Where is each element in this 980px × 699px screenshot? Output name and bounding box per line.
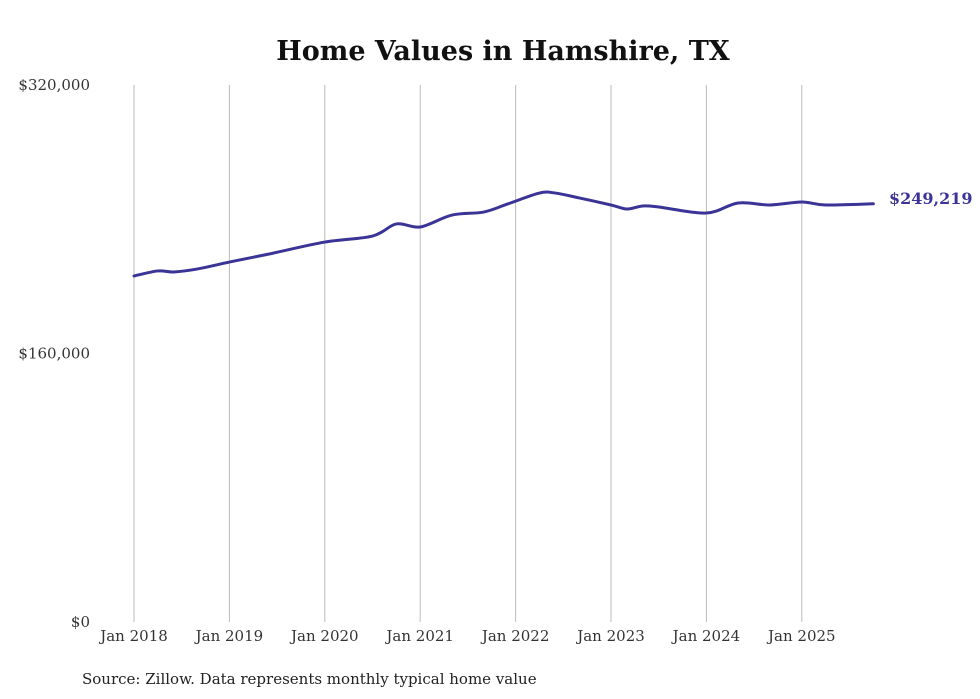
x-tick-label: Jan 2022 bbox=[480, 627, 550, 645]
series-line bbox=[132, 190, 875, 278]
y-tick-label: $320,000 bbox=[18, 76, 90, 94]
x-tick-label: Jan 2023 bbox=[575, 627, 645, 645]
x-tick-label: Jan 2021 bbox=[384, 627, 454, 645]
y-tick-label: $160,000 bbox=[18, 345, 90, 363]
x-tick-label: Jan 2020 bbox=[289, 627, 359, 645]
end-value-label: $249,219 bbox=[889, 189, 973, 208]
x-tick-label: Jan 2018 bbox=[98, 627, 168, 645]
y-tick-label: $0 bbox=[71, 613, 90, 631]
x-tick-label: Jan 2019 bbox=[194, 627, 264, 645]
x-tick-label: Jan 2025 bbox=[766, 627, 836, 645]
chart-title: Home Values in Hamshire, TX bbox=[276, 36, 730, 67]
x-tick-label: Jan 2024 bbox=[671, 627, 741, 645]
source-note: Source: Zillow. Data represents monthly … bbox=[82, 670, 537, 688]
